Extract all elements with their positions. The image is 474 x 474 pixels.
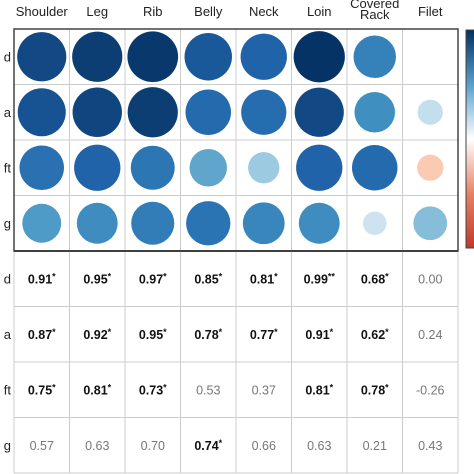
correlation-circle	[184, 33, 232, 81]
correlation-value-label: 0.00	[418, 272, 442, 286]
correlation-circle	[242, 202, 285, 245]
correlation-value-label: 0.85*	[194, 271, 222, 286]
correlation-circle	[76, 202, 118, 244]
correlation-value-label: 0.78*	[194, 327, 222, 342]
row-label: g	[4, 216, 11, 231]
correlation-value-label: 0.73*	[139, 382, 167, 397]
column-label: Belly	[194, 4, 223, 19]
correlation-circle	[22, 203, 62, 243]
correlation-value-label: 0.66	[252, 439, 276, 453]
column-label: Rib	[143, 4, 163, 19]
row-label: a	[4, 327, 12, 342]
row-label: g	[4, 438, 11, 453]
correlation-circle	[413, 206, 448, 241]
correlation-value-label: 0.99**	[304, 271, 336, 286]
correlation-circle	[186, 201, 231, 246]
correlation-circle	[19, 145, 65, 191]
correlation-value-label: 0.81*	[305, 382, 333, 397]
column-label: Loin	[307, 4, 332, 19]
correlation-value-label: 0.21	[363, 439, 387, 453]
row-label: ft	[4, 160, 12, 175]
correlation-circle	[127, 87, 178, 138]
column-label: Shoulder	[16, 4, 69, 19]
correlation-circle	[353, 35, 396, 78]
column-label: Leg	[86, 4, 108, 19]
correlation-value-label: -0.26	[416, 383, 445, 397]
correlation-value-label: 0.97*	[139, 271, 167, 286]
row-label: a	[4, 105, 12, 120]
correlation-circle	[298, 202, 340, 244]
correlation-value-label: 0.68*	[361, 271, 389, 286]
correlation-value-label: 0.77*	[250, 327, 278, 342]
correlation-circle	[294, 87, 344, 137]
correlation-circle	[17, 32, 67, 82]
column-label: Neck	[249, 4, 279, 19]
correlation-circle	[131, 201, 175, 245]
correlation-value-label: 0.53	[196, 383, 220, 397]
correlation-value-label: 0.92*	[83, 327, 111, 342]
correlation-circle	[293, 31, 345, 83]
correlation-value-label: 0.24	[418, 328, 442, 342]
correlation-circle	[354, 91, 396, 133]
correlation-value-label: 0.91*	[305, 327, 333, 342]
correlation-value-label: 0.95*	[139, 327, 167, 342]
correlation-circle	[240, 33, 287, 80]
row-label: d	[4, 271, 11, 286]
correlation-circle	[127, 31, 179, 83]
correlation-value-label: 0.70	[141, 439, 165, 453]
correlation-value-label: 0.81*	[250, 271, 278, 286]
correlation-circle	[185, 89, 231, 135]
correlation-value-label: 0.62*	[361, 327, 389, 342]
correlation-value-label: 0.63	[85, 439, 109, 453]
correlation-value-label: 0.78*	[361, 382, 389, 397]
column-label: Filet	[418, 4, 443, 19]
correlation-circle	[248, 152, 280, 184]
correlation-value-label: 0.87*	[28, 327, 56, 342]
color-scale-bar	[465, 29, 474, 249]
correlation-value-label: 0.63	[307, 439, 331, 453]
correlation-value-label: 0.43	[418, 439, 442, 453]
correlation-value-label: 0.75*	[28, 382, 56, 397]
correlation-value-label: 0.37	[252, 383, 276, 397]
row-label: d	[4, 49, 11, 64]
correlation-circle	[130, 145, 175, 190]
row-label: ft	[4, 382, 12, 397]
correlation-value-label: 0.81*	[83, 382, 111, 397]
correlation-value-label: 0.91*	[28, 271, 56, 286]
correlation-circle	[189, 149, 227, 187]
circle-panel-frame	[13, 28, 459, 252]
correlation-value-label: 0.95*	[83, 271, 111, 286]
correlation-value-label: 0.74*	[194, 438, 222, 453]
correlation-circle	[362, 211, 387, 236]
correlation-circle	[296, 144, 343, 191]
correlation-circle	[352, 145, 398, 191]
correlation-circle	[417, 99, 443, 125]
correlation-circle	[74, 144, 121, 191]
correlation-value-label: 0.57	[30, 439, 54, 453]
correlation-circle	[241, 89, 287, 135]
column-label: Covered Rack	[350, 0, 399, 22]
correlation-circle	[72, 87, 122, 137]
correlation-circle	[17, 88, 66, 137]
correlation-circle	[417, 154, 444, 181]
correlation-circle	[72, 31, 123, 82]
